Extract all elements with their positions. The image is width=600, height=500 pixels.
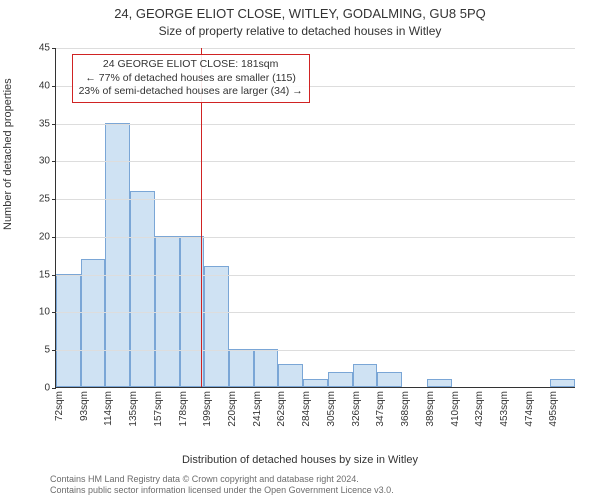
attribution-line: Contains public sector information licen… xyxy=(50,485,590,496)
y-axis-label: Number of detached properties xyxy=(2,78,14,230)
bar-slot: 347sqm xyxy=(377,48,402,387)
bar-slot: 389sqm xyxy=(427,48,452,387)
bar-slot: 474sqm xyxy=(526,48,551,387)
attribution: Contains HM Land Registry data © Crown c… xyxy=(50,474,590,497)
x-tick-label: 157sqm xyxy=(153,391,164,427)
callout-line: 23% of semi-detached houses are larger (… xyxy=(79,85,303,99)
x-tick-label: 220sqm xyxy=(227,391,238,427)
x-tick-label: 114sqm xyxy=(103,391,114,426)
bar-slot: 410sqm xyxy=(452,48,477,387)
chart-container: 24, GEORGE ELIOT CLOSE, WITLEY, GODALMIN… xyxy=(0,0,600,500)
x-tick-label: 410sqm xyxy=(450,391,461,427)
bar xyxy=(254,349,279,387)
bar xyxy=(303,379,328,387)
x-tick-label: 199sqm xyxy=(202,391,213,427)
bar xyxy=(155,236,180,387)
bar xyxy=(56,274,81,387)
x-tick-label: 453sqm xyxy=(499,391,510,427)
y-tick-mark xyxy=(52,388,56,389)
bar xyxy=(353,364,378,387)
x-tick-label: 262sqm xyxy=(276,391,287,427)
x-tick-label: 241sqm xyxy=(252,391,263,427)
x-tick-label: 474sqm xyxy=(524,391,535,427)
gridline xyxy=(56,350,575,351)
bar-slot: 305sqm xyxy=(328,48,353,387)
x-tick-label: 72sqm xyxy=(54,391,65,421)
gridline xyxy=(56,312,575,313)
bar xyxy=(130,191,155,387)
gridline xyxy=(56,275,575,276)
bar xyxy=(427,379,452,387)
gridline xyxy=(56,199,575,200)
x-tick-label: 432sqm xyxy=(474,391,485,427)
title-main: 24, GEORGE ELIOT CLOSE, WITLEY, GODALMIN… xyxy=(0,6,600,21)
y-tick-mark xyxy=(52,86,56,87)
callout-line: ← 77% of detached houses are smaller (11… xyxy=(79,72,303,86)
y-tick-mark xyxy=(52,161,56,162)
y-tick-mark xyxy=(52,237,56,238)
x-tick-label: 284sqm xyxy=(301,391,312,427)
bar xyxy=(377,372,402,387)
x-tick-label: 347sqm xyxy=(375,391,386,427)
y-tick-label: 5 xyxy=(44,345,50,356)
gridline xyxy=(56,48,575,49)
bar xyxy=(229,349,254,387)
callout-box: 24 GEORGE ELIOT CLOSE: 181sqm← 77% of de… xyxy=(72,54,310,103)
y-tick-mark xyxy=(52,350,56,351)
bar xyxy=(328,372,353,387)
x-tick-label: 305sqm xyxy=(326,391,337,427)
bar-slot: 495sqm xyxy=(550,48,575,387)
y-tick-mark xyxy=(52,199,56,200)
y-tick-label: 45 xyxy=(39,43,50,54)
callout-line: 24 GEORGE ELIOT CLOSE: 181sqm xyxy=(79,58,303,72)
gridline xyxy=(56,161,575,162)
title-sub: Size of property relative to detached ho… xyxy=(0,24,600,38)
bar-slot: 432sqm xyxy=(476,48,501,387)
y-tick-mark xyxy=(52,124,56,125)
plot-area: 72sqm93sqm114sqm135sqm157sqm178sqm199sqm… xyxy=(55,48,575,388)
y-tick-label: 0 xyxy=(44,383,50,394)
y-tick-label: 20 xyxy=(39,231,50,242)
bar xyxy=(81,259,106,387)
y-tick-mark xyxy=(52,312,56,313)
gridline xyxy=(56,237,575,238)
y-tick-label: 25 xyxy=(39,194,50,205)
bar-slot: 368sqm xyxy=(402,48,427,387)
y-tick-label: 35 xyxy=(39,118,50,129)
x-tick-label: 368sqm xyxy=(400,391,411,427)
bar xyxy=(278,364,303,387)
bar-slot: 453sqm xyxy=(501,48,526,387)
y-tick-label: 15 xyxy=(39,269,50,280)
y-tick-label: 30 xyxy=(39,156,50,167)
y-tick-mark xyxy=(52,48,56,49)
y-tick-label: 40 xyxy=(39,80,50,91)
y-tick-label: 10 xyxy=(39,307,50,318)
x-axis-label: Distribution of detached houses by size … xyxy=(0,454,600,466)
x-tick-label: 93sqm xyxy=(79,391,90,421)
bar xyxy=(204,266,229,387)
x-tick-label: 495sqm xyxy=(548,391,559,427)
x-tick-label: 389sqm xyxy=(425,391,436,427)
attribution-line: Contains HM Land Registry data © Crown c… xyxy=(50,474,590,485)
x-tick-label: 326sqm xyxy=(351,391,362,427)
x-tick-label: 135sqm xyxy=(128,391,139,427)
gridline xyxy=(56,124,575,125)
y-tick-mark xyxy=(52,275,56,276)
x-tick-label: 178sqm xyxy=(178,391,189,427)
bar xyxy=(550,379,575,387)
bar-slot: 326sqm xyxy=(353,48,378,387)
